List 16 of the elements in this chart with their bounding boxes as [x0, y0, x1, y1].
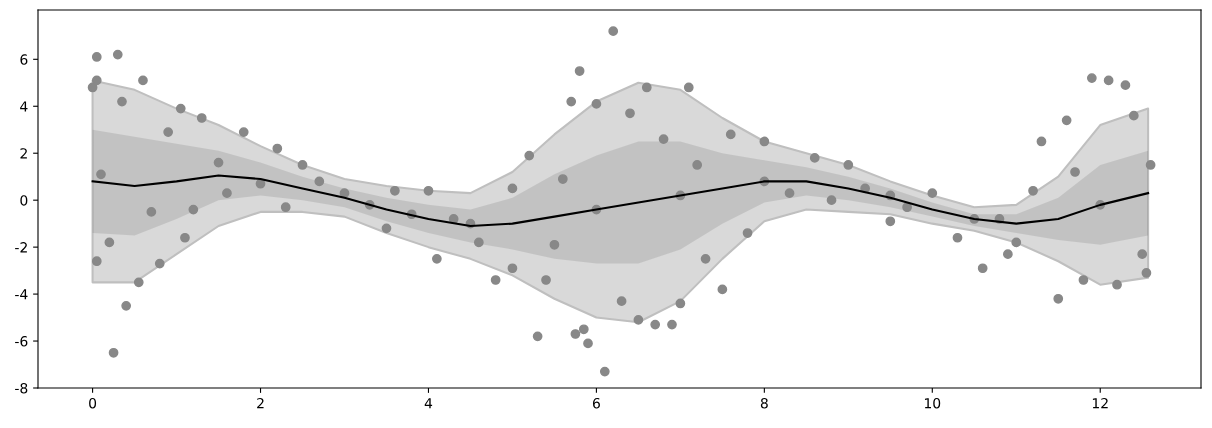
x-tick-label: 12 — [1092, 397, 1108, 409]
x-tick-label: 4 — [424, 398, 433, 409]
y-tick-label: -8 — [15, 382, 28, 394]
line-series — [91, 174, 1150, 228]
y-tick-label: -4 — [15, 289, 28, 300]
y-tick-label: 4 — [20, 101, 28, 112]
y-tick-label: 2 — [20, 148, 27, 159]
x-tick-label: 10 — [924, 397, 941, 409]
x-tick-label: 2 — [257, 397, 264, 409]
y-tick-label: 0 — [20, 195, 28, 206]
y-tick-label: 6 — [20, 54, 28, 65]
x-tick-label: 8 — [760, 397, 768, 409]
x-tick-label: 6 — [592, 397, 600, 409]
y-tick-label: -6 — [15, 336, 28, 347]
y-tick-label: -2 — [15, 242, 27, 253]
x-tick-label: 0 — [89, 397, 97, 409]
